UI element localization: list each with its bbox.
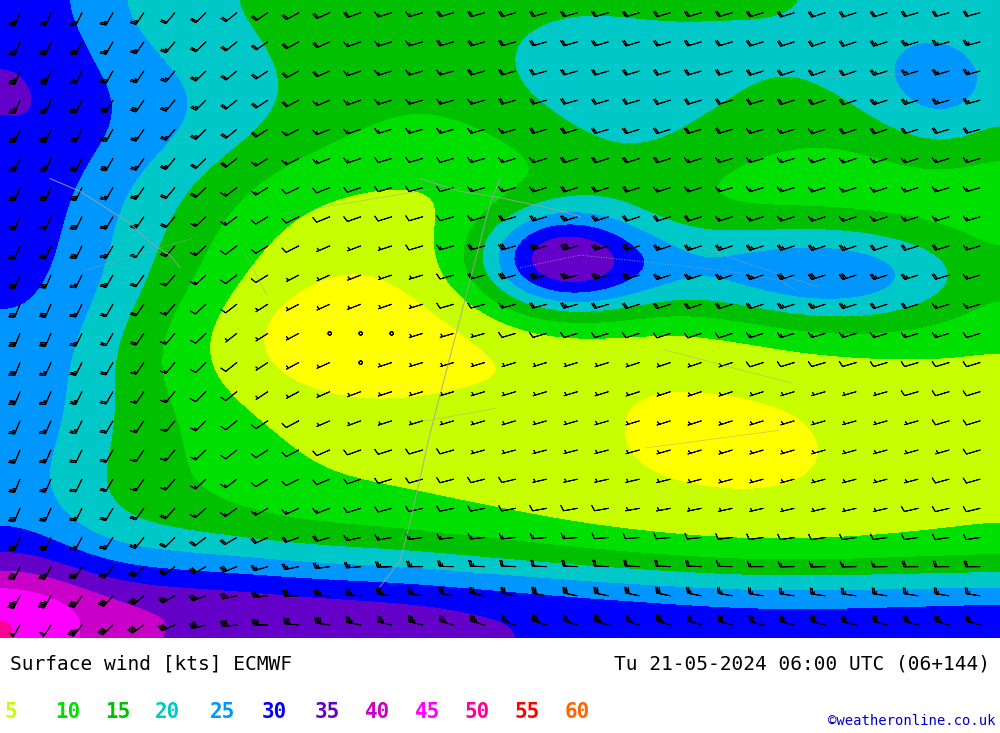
Text: 15: 15	[105, 701, 130, 721]
Text: 25: 25	[210, 701, 235, 721]
Text: 35: 35	[315, 701, 340, 721]
Text: 20: 20	[155, 701, 180, 721]
Text: 55: 55	[515, 701, 540, 721]
Text: ©weatheronline.co.uk: ©weatheronline.co.uk	[828, 714, 995, 729]
Text: 50: 50	[465, 701, 490, 721]
Text: 60: 60	[565, 701, 590, 721]
Text: 30: 30	[262, 701, 287, 721]
Text: 45: 45	[415, 701, 440, 721]
Text: 40: 40	[365, 701, 390, 721]
Text: 10: 10	[55, 701, 80, 721]
Text: 5: 5	[5, 701, 18, 721]
Text: Surface wind [kts] ECMWF: Surface wind [kts] ECMWF	[10, 655, 292, 674]
Text: Tu 21-05-2024 06:00 UTC (06+144): Tu 21-05-2024 06:00 UTC (06+144)	[614, 655, 990, 674]
